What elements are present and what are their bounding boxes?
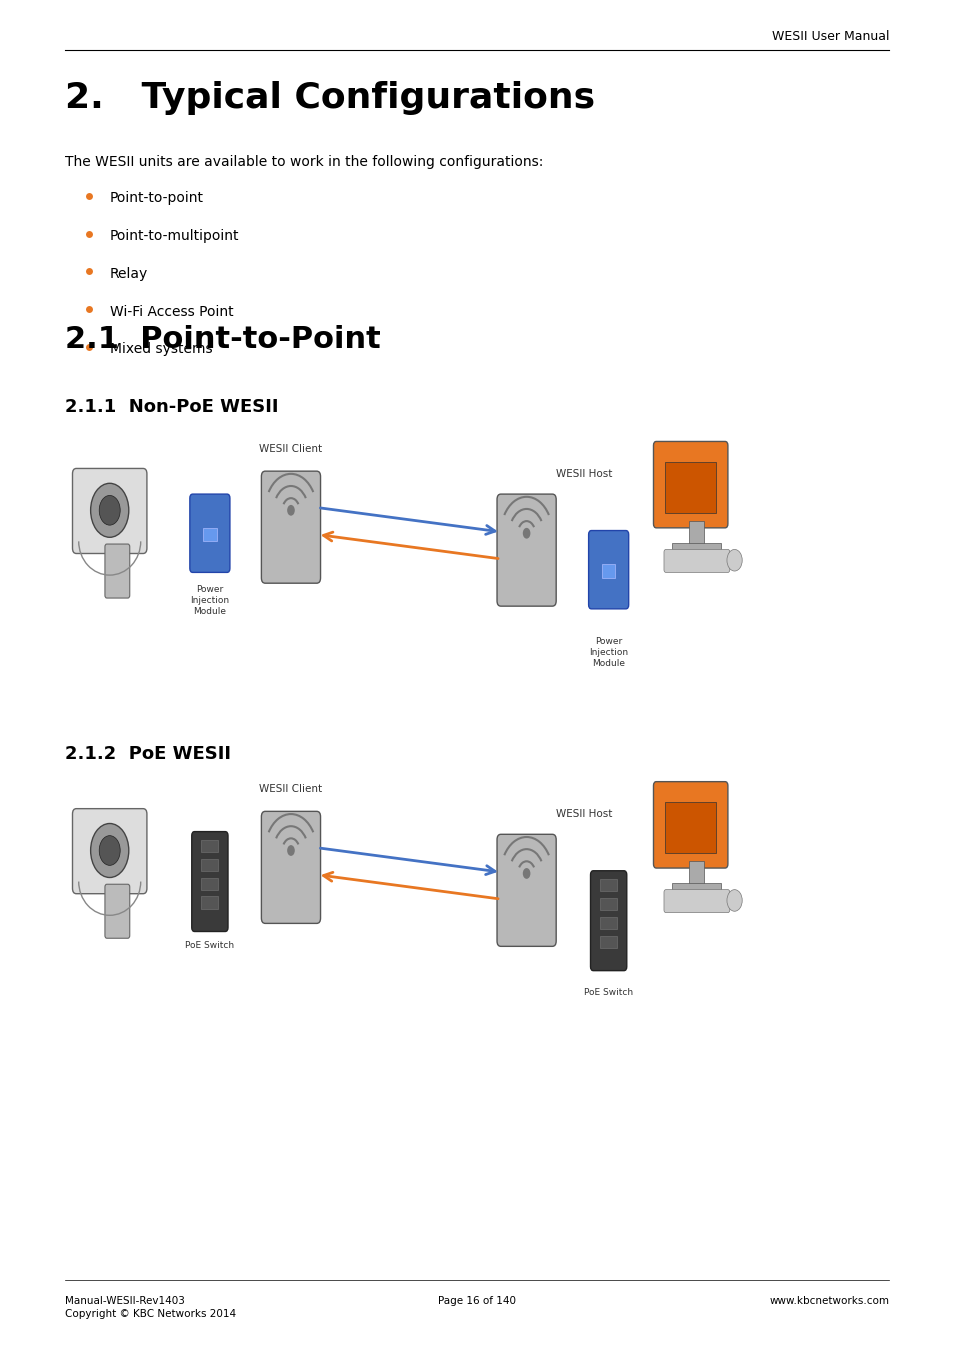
Circle shape bbox=[99, 836, 120, 865]
FancyBboxPatch shape bbox=[663, 549, 729, 572]
Text: Mixed systems: Mixed systems bbox=[110, 343, 213, 356]
Text: 2.1  Point-to-Point: 2.1 Point-to-Point bbox=[65, 325, 380, 354]
FancyBboxPatch shape bbox=[653, 441, 727, 528]
Bar bbox=[201, 840, 218, 852]
FancyBboxPatch shape bbox=[588, 531, 628, 609]
FancyBboxPatch shape bbox=[497, 834, 556, 946]
Text: WESII Host: WESII Host bbox=[555, 810, 612, 819]
Bar bbox=[201, 896, 218, 909]
FancyBboxPatch shape bbox=[190, 494, 230, 572]
Text: Power
Injection
Module: Power Injection Module bbox=[190, 585, 230, 616]
Text: Wi-Fi Access Point: Wi-Fi Access Point bbox=[110, 305, 233, 319]
Bar bbox=[664, 462, 716, 513]
Text: Manual-WESII-Rev1403
Copyright © KBC Networks 2014: Manual-WESII-Rev1403 Copyright © KBC Net… bbox=[65, 1296, 235, 1319]
Text: PoE Switch: PoE Switch bbox=[185, 941, 234, 950]
Circle shape bbox=[726, 890, 741, 911]
Bar bbox=[671, 543, 720, 554]
FancyBboxPatch shape bbox=[105, 884, 130, 938]
FancyBboxPatch shape bbox=[72, 809, 147, 894]
FancyBboxPatch shape bbox=[590, 871, 626, 971]
Circle shape bbox=[91, 483, 129, 537]
Text: www.kbcnetworks.com: www.kbcnetworks.com bbox=[768, 1296, 888, 1305]
Text: The WESII units are available to work in the following configurations:: The WESII units are available to work in… bbox=[65, 155, 542, 169]
Text: Relay: Relay bbox=[110, 267, 148, 281]
Text: WESII User Manual: WESII User Manual bbox=[771, 30, 888, 43]
Bar bbox=[201, 878, 218, 890]
Bar bbox=[664, 802, 716, 853]
Bar bbox=[599, 898, 617, 910]
Circle shape bbox=[522, 868, 530, 879]
Text: Point-to-multipoint: Point-to-multipoint bbox=[110, 230, 239, 243]
FancyBboxPatch shape bbox=[192, 832, 228, 932]
Bar bbox=[601, 564, 615, 578]
Bar bbox=[599, 879, 617, 891]
Bar bbox=[203, 528, 216, 541]
Text: PoE Switch: PoE Switch bbox=[583, 988, 633, 998]
FancyBboxPatch shape bbox=[497, 494, 556, 606]
Bar bbox=[201, 859, 218, 871]
FancyBboxPatch shape bbox=[663, 890, 729, 913]
Circle shape bbox=[287, 505, 294, 516]
Text: Power
Injection
Module: Power Injection Module bbox=[588, 637, 628, 668]
Circle shape bbox=[726, 549, 741, 571]
Text: WESII Host: WESII Host bbox=[555, 470, 612, 479]
FancyBboxPatch shape bbox=[261, 811, 320, 923]
Text: 2.1.2  PoE WESII: 2.1.2 PoE WESII bbox=[65, 745, 231, 763]
Bar bbox=[688, 861, 703, 886]
Text: 2.1.1  Non-PoE WESII: 2.1.1 Non-PoE WESII bbox=[65, 398, 278, 416]
FancyBboxPatch shape bbox=[72, 468, 147, 554]
Text: WESII Client: WESII Client bbox=[259, 444, 322, 454]
FancyBboxPatch shape bbox=[105, 544, 130, 598]
Circle shape bbox=[287, 845, 294, 856]
Bar bbox=[688, 521, 703, 545]
Bar bbox=[671, 883, 720, 894]
Text: 2.   Typical Configurations: 2. Typical Configurations bbox=[65, 81, 595, 115]
Circle shape bbox=[91, 824, 129, 878]
Text: Point-to-point: Point-to-point bbox=[110, 192, 204, 205]
Bar bbox=[599, 917, 617, 929]
Bar bbox=[599, 936, 617, 948]
Circle shape bbox=[99, 495, 120, 525]
FancyBboxPatch shape bbox=[653, 782, 727, 868]
Circle shape bbox=[522, 528, 530, 539]
Text: WESII Client: WESII Client bbox=[259, 784, 322, 794]
Text: Page 16 of 140: Page 16 of 140 bbox=[437, 1296, 516, 1305]
FancyBboxPatch shape bbox=[261, 471, 320, 583]
